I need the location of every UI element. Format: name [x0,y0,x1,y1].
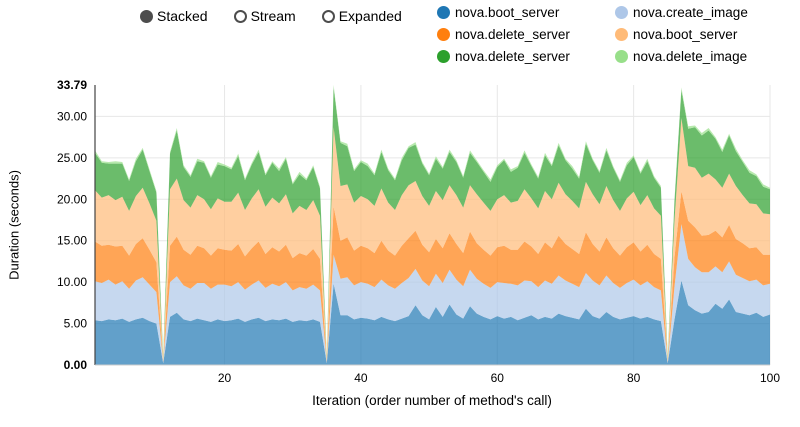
y-axis-title: Duration (seconds) [6,170,22,280]
area-nova.boot_server[interactable] [95,280,770,366]
chart-style-switcher: Stacked Stream Expanded [140,8,402,24]
legend-label: nova.delete_server [455,27,570,42]
legend-label: nova.boot_server [455,5,560,20]
legend-label: nova.boot_server [633,27,738,42]
x-tick-label: 80 [627,371,641,385]
radio-filled-icon [140,9,153,23]
area-nova.create_image[interactable] [95,224,770,364]
legend-label: nova.create_image [633,5,748,20]
control-stream[interactable]: Stream [233,8,296,24]
legend-item-boot-server-2[interactable]: nova.boot_server [615,27,748,42]
legend-swatch-icon [437,50,450,63]
legend-label: nova.delete_image [633,49,748,64]
control-stacked[interactable]: Stacked [140,8,208,24]
y-tick-label: 30.00 [57,109,87,123]
control-label: Stacked [157,8,208,24]
x-tick-label: 40 [354,371,368,385]
legend-item-delete-image[interactable]: nova.delete_image [615,49,748,64]
legend-swatch-icon [615,6,628,19]
y-tick-label: 25.00 [57,151,87,165]
x-tick-label: 100 [760,371,780,385]
y-tick-label: 10.00 [57,275,87,289]
control-label: Stream [250,8,296,24]
y-tick-label: 5.00 [64,317,88,331]
y-tick-label: 15.00 [57,234,87,248]
control-expanded[interactable]: Expanded [321,8,402,24]
x-tick-label: 60 [491,371,505,385]
legend-swatch-icon [437,6,450,19]
y-tick-label: 33.79 [57,78,87,92]
radio-empty-icon [233,9,247,23]
radio-empty-icon [321,9,335,23]
legend-swatch-icon [437,28,450,41]
y-tick-label: 20.00 [57,192,87,206]
legend-label: nova.delete_server [455,49,570,64]
x-tick-label: 20 [218,371,232,385]
y-tick-label: 0.00 [64,358,88,372]
chart-legend: nova.boot_server nova.create_image nova.… [437,5,748,64]
legend-item-delete-server-2[interactable]: nova.delete_server [437,49,615,64]
legend-item-boot-server[interactable]: nova.boot_server [437,5,615,20]
control-label: Expanded [338,8,402,24]
area-nova.delete_server[interactable] [95,191,770,363]
area-nova.boot_server[interactable] [95,118,770,362]
legend-item-delete-server[interactable]: nova.delete_server [437,27,615,42]
x-axis-title: Iteration (order number of method's call… [312,393,552,408]
legend-item-create-image[interactable]: nova.create_image [615,5,748,20]
legend-swatch-icon [615,28,628,41]
legend-swatch-icon [615,50,628,63]
